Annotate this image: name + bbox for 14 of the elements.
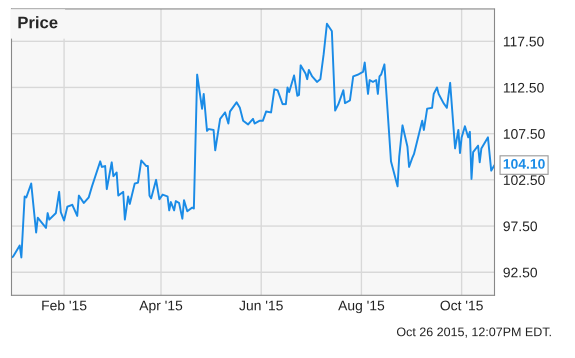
y-tick-label: 97.50 bbox=[503, 221, 538, 232]
x-tick-label: Jun '15 bbox=[239, 300, 283, 310]
annotation: 104.10 bbox=[504, 158, 545, 169]
y-tick-label: 107.50 bbox=[504, 129, 545, 139]
x-tick-label: Aug '15 bbox=[338, 300, 384, 314]
chart-title: Price bbox=[18, 16, 58, 28]
y-tick-label: 92.50 bbox=[503, 268, 538, 278]
x-tick-label: Feb '15 bbox=[42, 300, 86, 310]
text: Oct 26 2015, 12:07PM EDT. bbox=[396, 327, 551, 338]
x-tick-label: Oct '15 bbox=[440, 300, 483, 310]
y-tick-label: 112.50 bbox=[504, 82, 544, 93]
y-tick-label: 102.50 bbox=[504, 175, 545, 186]
y-tick-label: 117.50 bbox=[504, 36, 544, 46]
x-tick-label: Apr '15 bbox=[139, 300, 182, 314]
